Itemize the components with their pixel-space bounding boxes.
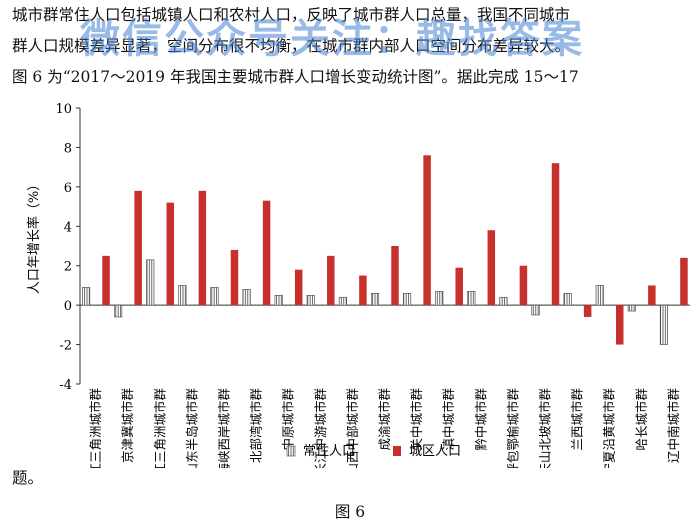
category-label: 辽中南城市群 [666,388,681,464]
watermark: 微信公众号关注：趣找答案 [80,16,584,62]
y-tick-label: 10 [55,102,72,117]
y-tick-label: -4 [59,378,72,393]
bar-urban-population [680,257,688,306]
question-paragraph: 城市群常住人口包括城镇人口和农村人口，反映了城市群人口总量，我国不同城市 群人口… [12,0,692,93]
paragraph-line-2: 群人口规模差异显著，空间分布很不均衡，在城市群内部人口空间分布差异较大。 [12,37,571,55]
chart-legend: 常住人口 城区人口 [286,444,461,459]
bar-resident-population [274,294,283,306]
category-label: 兰西城市群 [570,388,585,451]
category-label: 海峡西岸城市群 [216,388,231,468]
category-label: 哈长城市群 [634,388,649,451]
category-label: 山东半岛城市群 [184,388,199,468]
bar-urban-population [519,265,528,306]
bar-resident-population [467,291,476,306]
category-label: 滇中城市群 [441,388,456,451]
chart-bars [82,155,688,345]
bar-resident-population [210,287,219,306]
category-labels: 长江三角洲城市群 京津冀城市群 珠江三角洲城市群 山东半岛城市群 海峡西岸城市群 北部湾城… [88,388,681,468]
y-axis-label: 人口年增长率（%） [26,178,42,294]
bar-urban-population [198,190,207,306]
chart-axes: -4 -2 0 2 4 6 8 10 [55,102,690,393]
bar-urban-population [551,163,560,306]
legend-label-urban: 城区人口 [409,444,461,459]
legend-swatch-urban [393,446,401,456]
category-label: 宁夏沿黄城市群 [602,388,617,468]
bar-urban-population [230,249,239,306]
bar-urban-population [294,269,303,306]
y-tick-label: 2 [64,260,72,275]
bar-resident-population [595,285,604,306]
category-label: 北部湾城市群 [249,388,264,464]
y-tick-label: 8 [64,141,72,156]
category-label: 成渝城市群 [377,388,392,451]
category-label: 天山北坡城市群 [538,388,553,468]
legend-label-resident: 常住人口 [303,444,355,459]
category-label: 呼包鄂榆城市群 [505,388,520,468]
bar-urban-population [327,255,335,306]
y-tick-label: 0 [64,299,72,314]
bar-urban-population [134,190,142,306]
figure-caption: 图 6 [334,503,366,521]
paragraph-tail: 题。 [12,469,44,487]
bar-urban-population [102,255,110,306]
bar-resident-population [306,294,315,306]
bar-resident-population [338,296,347,306]
category-label: 中原城市群 [281,388,296,451]
bar-urban-population [262,200,271,306]
category-label: 珠江三角洲城市群 [152,388,167,468]
bar-urban-population [166,202,175,306]
bar-urban-population [359,275,367,306]
category-label: 京津冀城市群 [120,388,135,464]
paragraph-line-3: 图 6 为“2017～2019 年我国主要城市群人口增长变动统计图”。据此完成 … [12,68,579,86]
bar-urban-population [487,230,496,306]
bar-resident-population [435,291,444,306]
bar-urban-population [391,246,399,306]
bar-resident-population [114,304,123,318]
bar-resident-population [146,259,155,306]
bar-resident-population [659,304,668,345]
bar-urban-population [648,285,656,306]
bar-urban-population [423,155,431,306]
bar-resident-population [403,293,412,306]
category-label: 黔中城市群 [473,388,488,451]
bar-resident-population [242,289,251,306]
bar-resident-population [531,304,540,316]
bar-resident-population [178,285,187,306]
y-tick-label: 6 [64,181,72,196]
category-label: 长江三角洲城市群 [88,388,103,468]
category-label: 关中城市群 [409,388,424,451]
bar-urban-population [615,305,624,345]
paragraph-line-1: 城市群常住人口包括城镇人口和农村人口，反映了城市群人口总量，我国不同城市 [12,6,571,24]
bar-resident-population [563,293,572,306]
bar-resident-population [370,293,380,306]
category-label: 长江中游城市群 [313,388,328,468]
legend-swatch-resident [286,445,296,457]
bar-resident-population [499,296,508,306]
bar-resident-population [627,304,636,312]
y-tick-label: 4 [64,220,72,235]
category-label: 山西中部城市群 [345,388,360,468]
bar-urban-population [583,305,592,317]
bar-resident-population [82,287,91,306]
y-tick-label: -2 [59,339,72,354]
bar-urban-population [455,267,463,306]
population-growth-chart: -4 -2 0 2 4 6 8 10 长江三角洲城市群 京津冀城市群 珠江三角洲城市群 山东半岛城市… [26,102,690,468]
